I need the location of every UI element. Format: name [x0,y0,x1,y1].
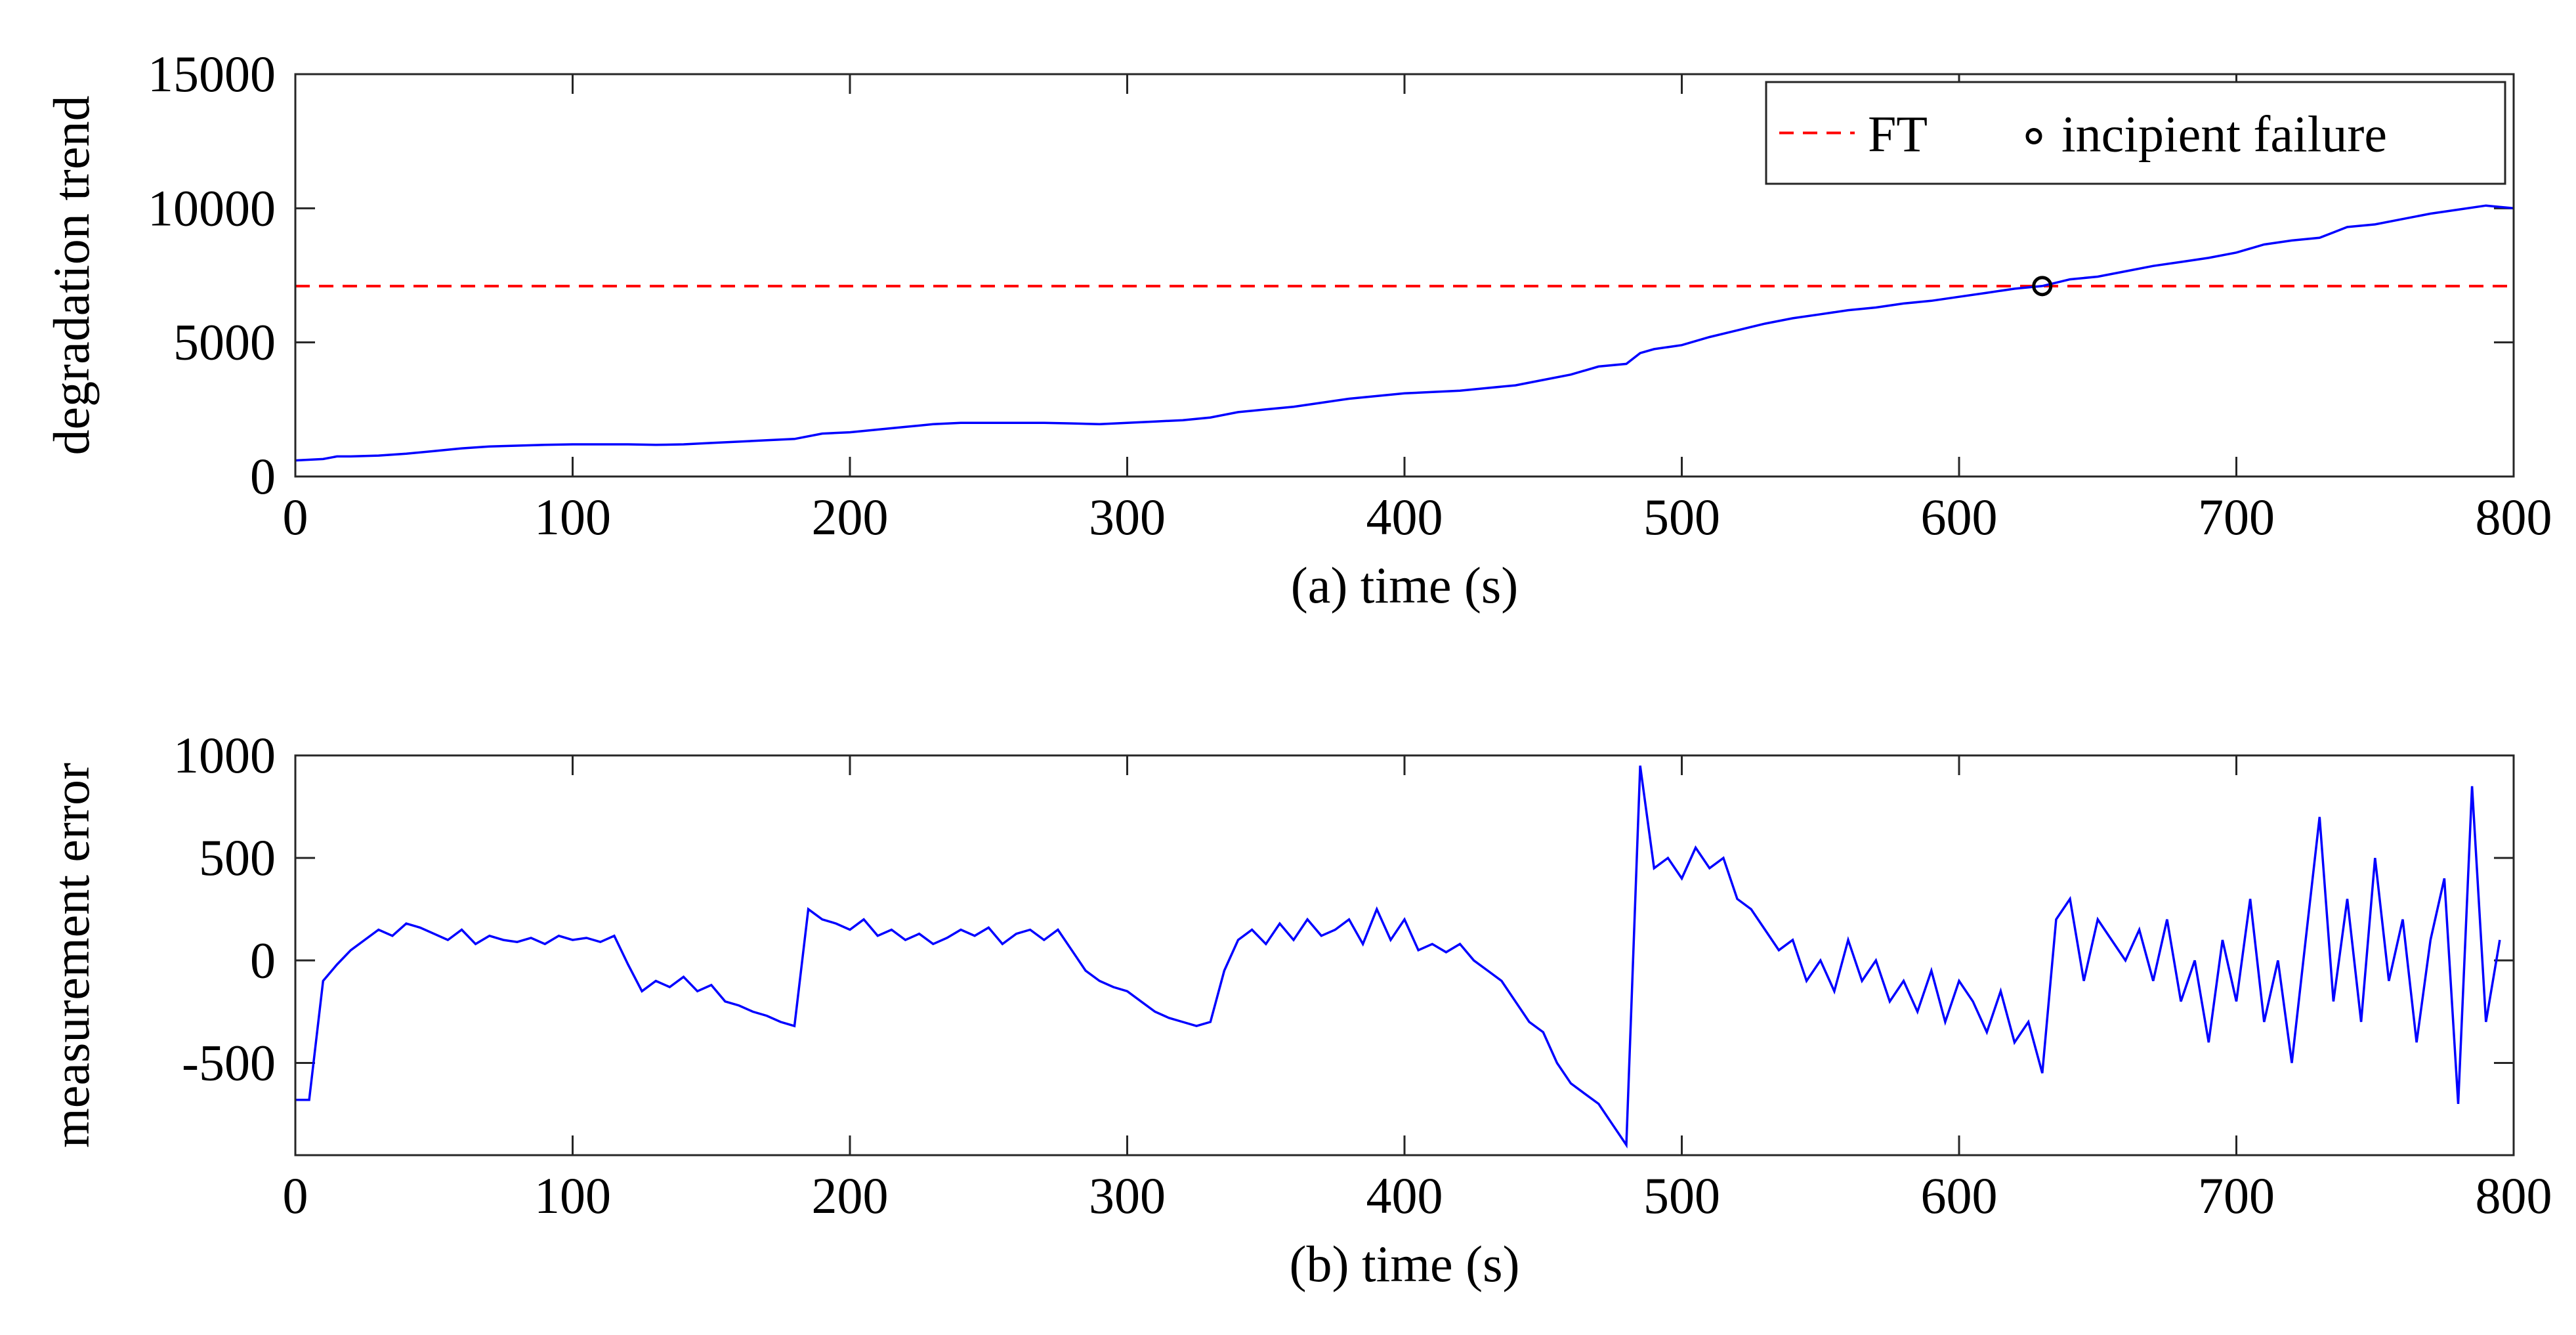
y-tick-label: 500 [199,829,276,886]
legend-label: incipient failure [2061,106,2387,163]
x-tick-label: 400 [1366,488,1443,545]
y-tick-label: 10000 [148,179,276,236]
y-tick-label: 0 [250,448,276,505]
series-line [295,204,2514,462]
x-tick-label: 700 [2198,1167,2275,1224]
y-axis-label: measurement error [43,763,100,1148]
x-tick-label: 700 [2198,488,2275,545]
axes-box [294,754,2515,1156]
marker [2032,276,2053,297]
x-tick-label: 0 [283,1167,308,1224]
x-tick-label: 500 [1643,1167,1720,1224]
x-tick-label: 100 [534,1167,611,1224]
y-tick-label: 0 [250,931,276,988]
x-tick-label: 800 [2476,1167,2552,1224]
x-tick-label: 100 [534,488,611,545]
y-tick-label: 1000 [173,727,276,784]
axes-box [294,73,2515,478]
x-tick-label: 400 [1366,1167,1443,1224]
x-tick-label: 600 [1921,1167,1998,1224]
x-tick-label: 800 [2476,488,2552,545]
y-tick-label: -500 [182,1034,276,1091]
legend-box [1765,81,2506,185]
y-axis-label: degradation trend [43,96,100,456]
x-axis-label: (a) time (s) [1291,557,1519,614]
x-tick-label: 500 [1643,488,1720,545]
x-axis-label: (b) time (s) [1290,1235,1520,1292]
series-line [295,765,2501,1149]
y-tick-label: 5000 [173,314,276,371]
x-tick-label: 300 [1089,488,1166,545]
legend-label: FT [1868,106,1928,163]
y-tick-label: 15000 [148,45,276,102]
x-tick-label: 0 [283,488,308,545]
x-tick-label: 300 [1089,1167,1166,1224]
x-tick-label: 200 [812,488,889,545]
x-tick-label: 600 [1921,488,1998,545]
legend-swatch [2025,128,2042,144]
x-tick-label: 200 [812,1167,889,1224]
